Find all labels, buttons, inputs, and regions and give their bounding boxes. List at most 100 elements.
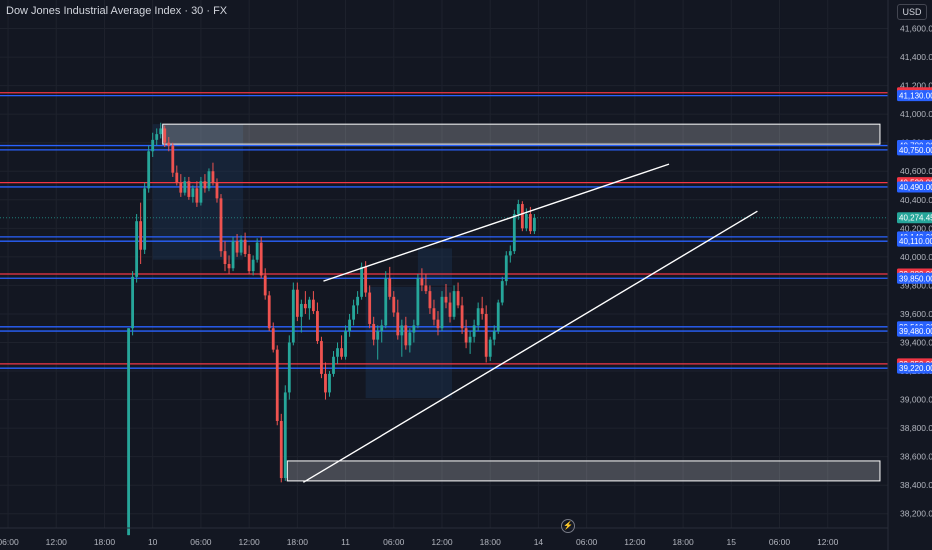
supply-demand-zones[interactable]: [162, 123, 881, 482]
candle-body: [235, 241, 239, 253]
candle-body: [187, 181, 191, 197]
zone-rect[interactable]: [286, 460, 881, 482]
candle-body: [291, 289, 295, 343]
price-labels: 41,150.0041,130.0040,780.0040,750.0040,5…: [897, 87, 932, 374]
candle-body: [163, 128, 167, 143]
candle-body: [195, 188, 199, 203]
y-tick-label: 38,600.00: [900, 452, 932, 462]
candle-body: [271, 328, 275, 350]
candle-body: [295, 289, 299, 317]
candle-body: [533, 217, 536, 232]
x-tick-label: 06:00: [576, 537, 598, 547]
candle-body: [167, 142, 171, 146]
candle-body: [472, 325, 476, 337]
candle-body: [524, 214, 528, 229]
candle-body: [388, 278, 392, 297]
candle-body: [336, 348, 339, 357]
candle-body: [143, 188, 147, 250]
candle-body: [452, 291, 456, 317]
y-tick-label: 41,200.00: [900, 81, 932, 91]
x-tick-label: 10: [148, 537, 158, 547]
x-tick-label: 11: [341, 537, 350, 547]
candle-body: [299, 303, 303, 317]
candle-body: [432, 308, 436, 320]
candle-body: [380, 325, 384, 332]
candle-body: [496, 302, 500, 332]
y-tick-label: 38,400.00: [900, 480, 932, 490]
y-tick-label: 41,400.00: [900, 52, 932, 62]
candle-body: [303, 303, 307, 309]
x-tick-label: 18:00: [672, 537, 694, 547]
x-tick-label: 15: [727, 537, 737, 547]
candles: [127, 122, 536, 536]
trendlines[interactable]: [303, 163, 758, 483]
last-price-tag: 40,274.45: [899, 214, 932, 223]
candle-body: [135, 221, 139, 277]
x-tick-label: 06:00: [190, 537, 212, 547]
y-tick-label: 40,000.00: [900, 252, 932, 262]
candle-body: [492, 331, 496, 340]
candle-body: [512, 214, 516, 252]
x-tick-label: 18:00: [287, 537, 309, 547]
level-price-tag-bg: [897, 362, 932, 374]
candle-body: [287, 342, 291, 393]
candle-body: [436, 319, 440, 329]
candle-body: [199, 181, 203, 203]
candle-body: [528, 214, 532, 232]
candle-body: [488, 339, 492, 357]
y-tick-label: 39,800.00: [900, 280, 932, 290]
candle-body: [155, 134, 159, 140]
y-tick-label: 41,600.00: [900, 24, 932, 34]
currency-button[interactable]: USD: [897, 4, 927, 20]
candle-body: [211, 171, 215, 183]
candle-body: [500, 281, 504, 303]
x-tick-label: 18:00: [94, 537, 116, 547]
candle-body: [400, 325, 404, 336]
highlight-box: [417, 248, 453, 286]
candle-body: [279, 420, 283, 479]
candle-body: [364, 266, 368, 293]
candle-body: [316, 311, 319, 342]
candle-body: [203, 181, 207, 189]
candle-body: [396, 312, 400, 336]
chart-title: Dow Jones Industrial Average Index · 30 …: [6, 5, 228, 17]
candle-body: [412, 325, 416, 333]
candle-body: [360, 266, 364, 297]
y-tick-label: 39,000.00: [900, 395, 932, 405]
candle-body: [223, 251, 227, 264]
candle-body: [444, 296, 448, 303]
level-price-tag-bg: [897, 235, 932, 247]
candle-body: [127, 328, 130, 536]
candle-body: [328, 373, 331, 393]
level-price-tag: 41,130.00: [899, 92, 932, 101]
time-axis[interactable]: 06:00 12:00 18:00 10 06:00 12:00 18:00 11 06:00 1…: [0, 537, 839, 547]
candle-body: [460, 305, 464, 329]
lightning-icon[interactable]: ⚡: [561, 519, 575, 533]
candle-body: [464, 328, 468, 343]
candle-body: [420, 278, 424, 286]
y-tick-label: 41,000.00: [900, 109, 932, 119]
candle-body: [147, 151, 151, 189]
x-tick-label: 12:00: [624, 537, 646, 547]
y-tick-label: 38,200.00: [900, 509, 932, 519]
candle-body: [428, 291, 432, 309]
candle-body: [215, 182, 219, 199]
candle-body: [191, 188, 195, 197]
candle-body: [227, 264, 231, 269]
zone-rect[interactable]: [162, 123, 881, 145]
candle-body: [183, 181, 187, 193]
trendline[interactable]: [323, 163, 670, 282]
x-tick-label: 06:00: [769, 537, 791, 547]
candle-body: [348, 319, 351, 332]
y-tick-label: 40,600.00: [900, 166, 932, 176]
candle-body: [131, 276, 135, 329]
level-price-tag-bg: [897, 144, 932, 156]
candle-body: [247, 254, 251, 272]
level-price-tag: 39,850.00: [899, 274, 932, 283]
candle-body: [340, 348, 343, 357]
candle-body: [275, 349, 279, 421]
x-tick-label: 12:00: [817, 537, 839, 547]
trendline[interactable]: [303, 210, 758, 483]
